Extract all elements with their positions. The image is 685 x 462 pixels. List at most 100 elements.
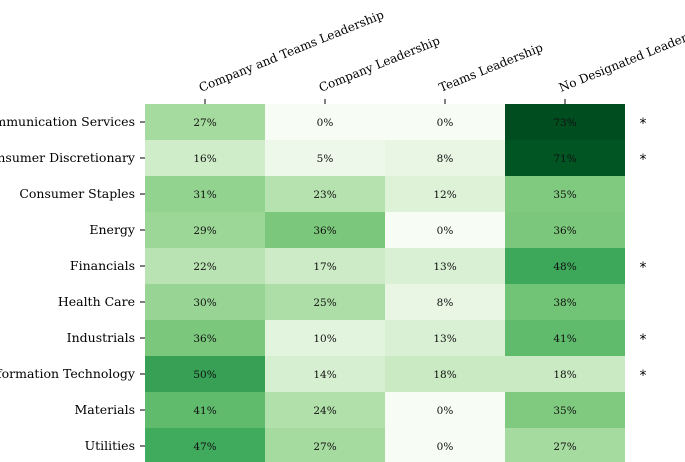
cell-health-care-company-and-teams-leadership: [145, 284, 265, 320]
row-label-industrials: Industrials: [67, 330, 135, 345]
cell-utilities-company-and-teams-leadership: [145, 428, 265, 462]
cell-value-utilities-no-designated-leadership: 27%: [553, 441, 576, 453]
cell-consumer-staples-company-leadership: [265, 176, 385, 212]
cell-industrials-company-leadership: [265, 320, 385, 356]
cell-information-technology-company-and-teams-leadership: [145, 356, 265, 392]
cell-communication-services-company-and-teams-leadership: [145, 104, 265, 140]
cell-industrials-teams-leadership: [385, 320, 505, 356]
cell-materials-no-designated-leadership: [505, 392, 625, 428]
cell-value-consumer-discretionary-teams-leadership: 8%: [437, 153, 454, 165]
row-label-communication-services: Communication Services: [0, 114, 135, 129]
cell-value-financials-teams-leadership: 13%: [433, 261, 456, 273]
marker-information-technology: *: [640, 368, 647, 384]
cell-value-materials-teams-leadership: 0%: [437, 405, 454, 417]
marker-industrials: *: [640, 332, 647, 348]
cell-consumer-staples-teams-leadership: [385, 176, 505, 212]
cell-communication-services-no-designated-leadership: [505, 104, 625, 140]
cell-utilities-company-leadership: [265, 428, 385, 462]
cell-value-information-technology-teams-leadership: 18%: [433, 369, 456, 381]
cell-information-technology-no-designated-leadership: [505, 356, 625, 392]
cell-utilities-no-designated-leadership: [505, 428, 625, 462]
cell-value-communication-services-company-and-teams-leadership: 27%: [193, 117, 216, 129]
cell-value-utilities-company-and-teams-leadership: 47%: [193, 441, 216, 453]
cell-value-communication-services-teams-leadership: 0%: [437, 117, 454, 129]
cell-financials-no-designated-leadership: [505, 248, 625, 284]
cell-financials-company-leadership: [265, 248, 385, 284]
cell-value-consumer-discretionary-company-leadership: 5%: [317, 153, 334, 165]
row-label-financials: Financials: [70, 258, 135, 273]
cell-value-industrials-company-and-teams-leadership: 36%: [193, 333, 216, 345]
cell-health-care-no-designated-leadership: [505, 284, 625, 320]
cell-value-materials-company-and-teams-leadership: 41%: [193, 405, 216, 417]
cell-value-health-care-company-leadership: 25%: [313, 297, 336, 309]
cell-financials-company-and-teams-leadership: [145, 248, 265, 284]
column-label-company-and-teams-leadership: Company and Teams Leadership: [197, 7, 386, 94]
cell-utilities-teams-leadership: [385, 428, 505, 462]
marker-consumer-discretionary: *: [640, 152, 647, 168]
cell-materials-company-leadership: [265, 392, 385, 428]
cell-value-financials-company-leadership: 17%: [313, 261, 336, 273]
cell-energy-company-and-teams-leadership: [145, 212, 265, 248]
row-label-health-care: Health Care: [58, 294, 135, 309]
cell-value-communication-services-no-designated-leadership: 73%: [553, 117, 576, 129]
cell-value-consumer-staples-company-leadership: 23%: [313, 189, 336, 201]
cell-communication-services-teams-leadership: [385, 104, 505, 140]
cell-value-financials-no-designated-leadership: 48%: [553, 261, 576, 273]
cell-value-materials-no-designated-leadership: 35%: [553, 405, 576, 417]
cell-energy-teams-leadership: [385, 212, 505, 248]
row-labels: Communication Services Consumer Discretio…: [0, 114, 145, 453]
cell-value-health-care-company-and-teams-leadership: 30%: [193, 297, 216, 309]
row-label-energy: Energy: [89, 222, 136, 237]
cell-value-consumer-discretionary-no-designated-leadership: 71%: [553, 153, 576, 165]
cell-value-information-technology-company-leadership: 14%: [313, 369, 336, 381]
cell-value-consumer-discretionary-company-and-teams-leadership: 16%: [193, 153, 216, 165]
cell-industrials-no-designated-leadership: [505, 320, 625, 356]
cell-value-industrials-no-designated-leadership: 41%: [553, 333, 576, 345]
cell-consumer-staples-no-designated-leadership: [505, 176, 625, 212]
row-label-consumer-discretionary: Consumer Discretionary: [0, 150, 136, 165]
cell-information-technology-company-leadership: [265, 356, 385, 392]
cell-information-technology-teams-leadership: [385, 356, 505, 392]
cell-value-energy-company-leadership: 36%: [313, 225, 336, 237]
cell-value-consumer-staples-teams-leadership: 12%: [433, 189, 456, 201]
column-label-teams-leadership: Teams Leadership: [437, 40, 545, 95]
marker-communication-services: *: [640, 116, 647, 132]
cell-value-energy-company-and-teams-leadership: 29%: [193, 225, 216, 237]
cell-value-health-care-no-designated-leadership: 38%: [553, 297, 576, 309]
cell-consumer-discretionary-company-leadership: [265, 140, 385, 176]
cell-consumer-discretionary-company-and-teams-leadership: [145, 140, 265, 176]
column-label-no-designated-leadership: No Designated Leadership: [557, 21, 685, 95]
row-label-utilities: Utilities: [85, 438, 135, 453]
cell-value-industrials-company-leadership: 10%: [313, 333, 336, 345]
cell-value-information-technology-company-and-teams-leadership: 50%: [193, 369, 216, 381]
cell-communication-services-company-leadership: [265, 104, 385, 140]
cell-value-consumer-staples-no-designated-leadership: 35%: [553, 189, 576, 201]
cell-financials-teams-leadership: [385, 248, 505, 284]
cell-energy-company-leadership: [265, 212, 385, 248]
cell-health-care-teams-leadership: [385, 284, 505, 320]
cell-industrials-company-and-teams-leadership: [145, 320, 265, 356]
marker-financials: *: [640, 260, 647, 276]
cell-materials-company-and-teams-leadership: [145, 392, 265, 428]
cell-energy-no-designated-leadership: [505, 212, 625, 248]
row-label-materials: Materials: [74, 402, 135, 417]
cell-health-care-company-leadership: [265, 284, 385, 320]
cell-value-energy-no-designated-leadership: 36%: [553, 225, 576, 237]
cell-value-health-care-teams-leadership: 8%: [437, 297, 454, 309]
cell-value-information-technology-no-designated-leadership: 18%: [553, 369, 576, 381]
cell-value-materials-company-leadership: 24%: [313, 405, 336, 417]
significance-markers: * * * * *: [640, 116, 647, 384]
cell-value-energy-teams-leadership: 0%: [437, 225, 454, 237]
cell-consumer-staples-company-and-teams-leadership: [145, 176, 265, 212]
cell-value-industrials-teams-leadership: 13%: [433, 333, 456, 345]
cell-materials-teams-leadership: [385, 392, 505, 428]
cell-value-consumer-staples-company-and-teams-leadership: 31%: [193, 189, 216, 201]
cell-value-utilities-company-leadership: 27%: [313, 441, 336, 453]
heatmap-cells: 27% 0% 0% 73% 16% 5% 8% 71% 31% 23% 12% 35% 29% 36% 0%…: [145, 104, 625, 462]
cell-value-communication-services-company-leadership: 0%: [317, 117, 334, 129]
row-label-consumer-staples: Consumer Staples: [19, 186, 135, 201]
row-label-information-technology: Information Technology: [0, 366, 136, 381]
cell-value-utilities-teams-leadership: 0%: [437, 441, 454, 453]
